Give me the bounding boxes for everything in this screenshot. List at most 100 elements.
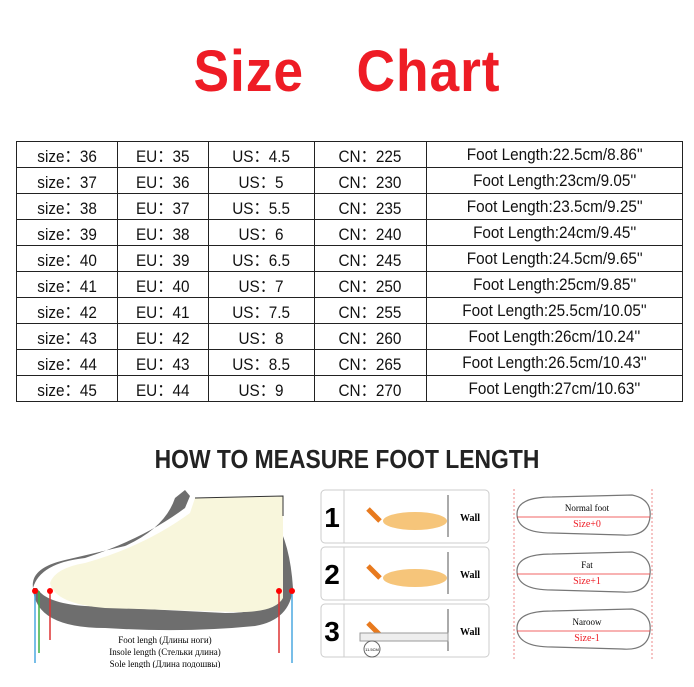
cell-text: US：6	[238, 225, 285, 244]
table-cell: CN：255	[313, 297, 427, 324]
wall-label: Wall	[460, 513, 480, 524]
table-cell: Foot Length:27cm/10.63''	[425, 375, 684, 402]
table-cell: EU：38	[117, 219, 210, 246]
foot-type-label: Naroow	[573, 617, 602, 627]
ruler-reading: 11.5CM	[365, 647, 379, 652]
table-cell: Foot Length:24cm/9.45''	[425, 219, 684, 246]
step-3: 3 Wall 11.5CM	[320, 603, 490, 658]
cell-text: size：42	[37, 303, 97, 322]
table-cell: size：37	[15, 167, 119, 194]
table-cell: CN：245	[313, 245, 427, 272]
cell-text: US：7	[238, 277, 285, 296]
cell-text: Foot Length:26cm/10.24''	[468, 326, 641, 346]
foot-type-label: Normal foot	[565, 503, 610, 513]
table-cell: EU：39	[117, 245, 210, 272]
step-number: 1	[324, 502, 340, 533]
cell-text: CN：260	[338, 329, 402, 348]
table-cell: EU：42	[117, 323, 210, 350]
step-number: 3	[324, 616, 340, 647]
cell-text: Foot Length:23cm/9.05''	[472, 170, 636, 190]
cell-text: EU：41	[136, 303, 190, 322]
table-cell: CN：235	[313, 193, 427, 220]
cell-text: US：7.5	[232, 303, 291, 322]
cell-text: EU：37	[136, 199, 190, 218]
cell-text: Foot Length:23.5cm/9.25''	[466, 196, 643, 216]
table-row: size：37 EU：36 US：5 CN：230 Foot Length:23cm/9…	[15, 167, 684, 194]
cell-text: EU：39	[136, 251, 190, 270]
cell-text: EU：35	[136, 147, 190, 166]
cell-text: US：5.5	[232, 199, 291, 218]
table-row: size：45 EU：44 US：9 CN：270 Foot Length:27cm/1…	[15, 375, 684, 402]
cell-text: Foot Length:25cm/9.85''	[472, 274, 636, 294]
table-cell: size：43	[15, 323, 119, 350]
foot-type-1: Fat Size+1	[516, 551, 651, 593]
cell-text: CN：265	[338, 355, 402, 374]
measure-steps: 1 Wall 2 Wall 3 Wall 11.5CM	[320, 489, 490, 658]
cell-text: size：45	[37, 381, 97, 400]
cell-text: Foot Length:24cm/9.45''	[472, 222, 636, 242]
table-cell: CN：270	[313, 375, 427, 402]
cell-text: CN：230	[338, 173, 402, 192]
foot-type-label: Fat	[581, 560, 593, 570]
cell-text: Foot Length:22.5cm/8.86''	[466, 144, 643, 164]
table-cell: size：38	[15, 193, 119, 220]
cell-text: Foot Length:24.5cm/9.65''	[466, 248, 643, 268]
cell-text: US：8	[238, 329, 285, 348]
table-cell: EU：43	[117, 349, 210, 376]
table-cell: size：40	[15, 245, 119, 272]
step-2: 2 Wall	[320, 546, 490, 601]
table-cell: size：45	[15, 375, 119, 402]
cell-text: US：5	[238, 173, 285, 192]
cell-text: size：39	[37, 225, 97, 244]
table-cell: US：9	[208, 375, 315, 402]
foot-type-2: Naroow Size-1	[516, 608, 651, 650]
cell-text: Foot Length:27cm/10.63''	[468, 378, 641, 398]
size-adjust-label: Size-1	[574, 633, 600, 644]
step-1: 1 Wall	[320, 489, 490, 544]
cell-text: CN：250	[338, 277, 402, 296]
table-cell: CN：225	[313, 141, 427, 168]
cell-text: size：36	[37, 147, 97, 166]
cell-text: size：44	[37, 355, 97, 374]
cell-text: EU：43	[136, 355, 190, 374]
table-row: size：43 EU：42 US：8 CN：260 Foot Length:26cm/1…	[15, 323, 684, 350]
table-cell: US：6.5	[208, 245, 315, 272]
table-cell: size：42	[15, 297, 119, 324]
table-cell: EU：40	[117, 271, 210, 298]
table-row: size：44 EU：43 US：8.5 CN：265 Foot Length:26.5…	[15, 349, 684, 376]
table-cell: US：8.5	[208, 349, 315, 376]
table-cell: Foot Length:23cm/9.05''	[425, 167, 684, 194]
size-adjust-label: Size+0	[573, 519, 601, 530]
shoe-diagram: Foot lengh (Длины ноги) Insole length (С…	[32, 490, 295, 668]
cell-text: US：8.5	[232, 355, 291, 374]
foot-width-types: Normal foot Size+0 Fat Size+1 Naroow Size-1	[513, 489, 653, 659]
table-cell: EU：44	[117, 375, 210, 402]
table-cell: Foot Length:25cm/9.85''	[425, 271, 684, 298]
cell-text: CN：225	[338, 147, 402, 166]
foot-length-label: Foot lengh (Длины ноги)	[118, 635, 211, 645]
table-cell: Foot Length:22.5cm/8.86''	[425, 141, 684, 168]
table-cell: size：36	[15, 141, 119, 168]
table-cell: US：8	[208, 323, 315, 350]
table-cell: Foot Length:23.5cm/9.25''	[425, 193, 684, 220]
page-title: Size Chart	[193, 39, 501, 104]
cell-text: CN：255	[338, 303, 402, 322]
table-row: size：39 EU：38 US：6 CN：240 Foot Length:24cm/9…	[15, 219, 684, 246]
cell-text: size：40	[37, 251, 97, 270]
table-cell: size：39	[15, 219, 119, 246]
cell-text: Foot Length:25.5cm/10.05''	[462, 300, 647, 320]
table-cell: EU：37	[117, 193, 210, 220]
table-row: size：42 EU：41 US：7.5 CN：255 Foot Length:25.5…	[15, 297, 684, 324]
cell-text: CN：240	[338, 225, 402, 244]
wall-label: Wall	[460, 570, 480, 581]
cell-text: EU：36	[136, 173, 190, 192]
cell-text: US：6.5	[232, 251, 291, 270]
table-row: size：36 EU：35 US：4.5 CN：225 Foot Length:22.5…	[15, 141, 684, 168]
table-cell: US：7	[208, 271, 315, 298]
table-cell: CN：265	[313, 349, 427, 376]
sole-length-label: Sole length (Длина подошвы)	[110, 659, 221, 668]
cell-text: size：41	[37, 277, 97, 296]
cell-text: Foot Length:26.5cm/10.43''	[462, 352, 647, 372]
table-cell: US：6	[208, 219, 315, 246]
